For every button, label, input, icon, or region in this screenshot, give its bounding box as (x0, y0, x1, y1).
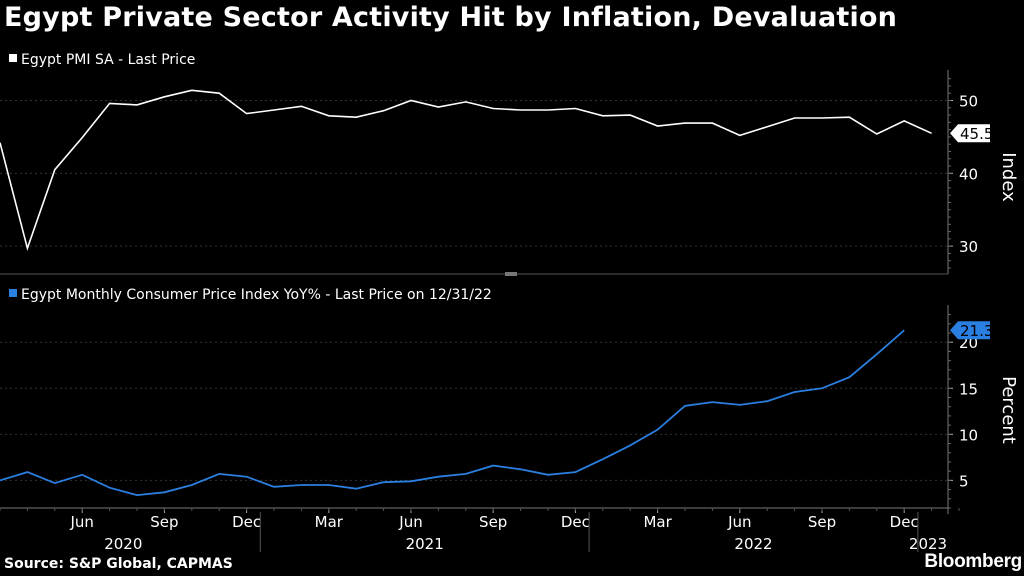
pmi-panel: Egypt PMI SA - Last Price 30 40 50 45.5 In… (0, 52, 1019, 274)
cpi-y-tick-label: 10 (959, 426, 978, 444)
cpi-series-line (0, 329, 905, 497)
x-tick-label-jun: Jun (69, 513, 93, 531)
cpi-legend-swatch (9, 289, 17, 297)
cpi-panel: Egypt Monthly Consumer Price Index YoY% … (0, 287, 1019, 514)
panel-divider-handle (505, 272, 517, 276)
pmi-legend-swatch (9, 54, 17, 62)
pmi-badge-value: 45.5 (960, 125, 993, 143)
year-label-2020: 2020 (104, 535, 142, 553)
year-label-2023: 2023 (909, 535, 947, 553)
x-tick-label-dec: Dec (890, 513, 919, 531)
x-tick-label-mar: Mar (315, 513, 344, 531)
x-tick-label-dec: Dec (561, 513, 590, 531)
pmi-badge-shape (950, 124, 990, 143)
cpi-y-tick-label: 5 (959, 472, 969, 490)
cpi-badge-shape (950, 321, 990, 340)
cpi-last-value-badge: 21.3 (950, 321, 993, 340)
pmi-last-value-badge: 45.5 (950, 124, 993, 143)
year-label-2022: 2022 (734, 535, 772, 553)
cpi-badge-value: 21.3 (960, 322, 993, 340)
source-note: Source: S&P Global, CAPMAS (4, 556, 233, 572)
x-tick-label-sep: Sep (150, 513, 178, 531)
cpi-legend-label: Egypt Monthly Consumer Price Index YoY% … (21, 287, 492, 303)
pmi-y-tick-label: 50 (959, 92, 978, 110)
chart-title: Egypt Private Sector Activity Hit by Inf… (4, 2, 898, 33)
x-tick-label-sep: Sep (479, 513, 507, 531)
pmi-series-line (0, 89, 932, 252)
year-label-2021: 2021 (406, 535, 444, 553)
x-tick-label-sep: Sep (808, 513, 836, 531)
pmi-axis-title: Index (998, 152, 1019, 202)
cpi-axis-title: Percent (998, 376, 1019, 444)
pmi-y-tick-label: 30 (959, 238, 978, 256)
pmi-legend-label: Egypt PMI SA - Last Price (21, 52, 195, 68)
x-tick-label-jun: Jun (398, 513, 422, 531)
pmi-y-tick-label: 40 (959, 165, 978, 183)
bloomberg-logo: Bloomberg (924, 551, 1022, 572)
x-tick-label-jun: Jun (727, 513, 751, 531)
x-axis: Jun Sep Dec Mar Jun Sep Dec Mar Jun Sep Dec 2020 202… (0, 507, 960, 553)
x-tick-label-mar: Mar (643, 513, 672, 531)
x-tick-label-dec: Dec (232, 513, 261, 531)
cpi-y-tick-label: 15 (959, 380, 978, 398)
